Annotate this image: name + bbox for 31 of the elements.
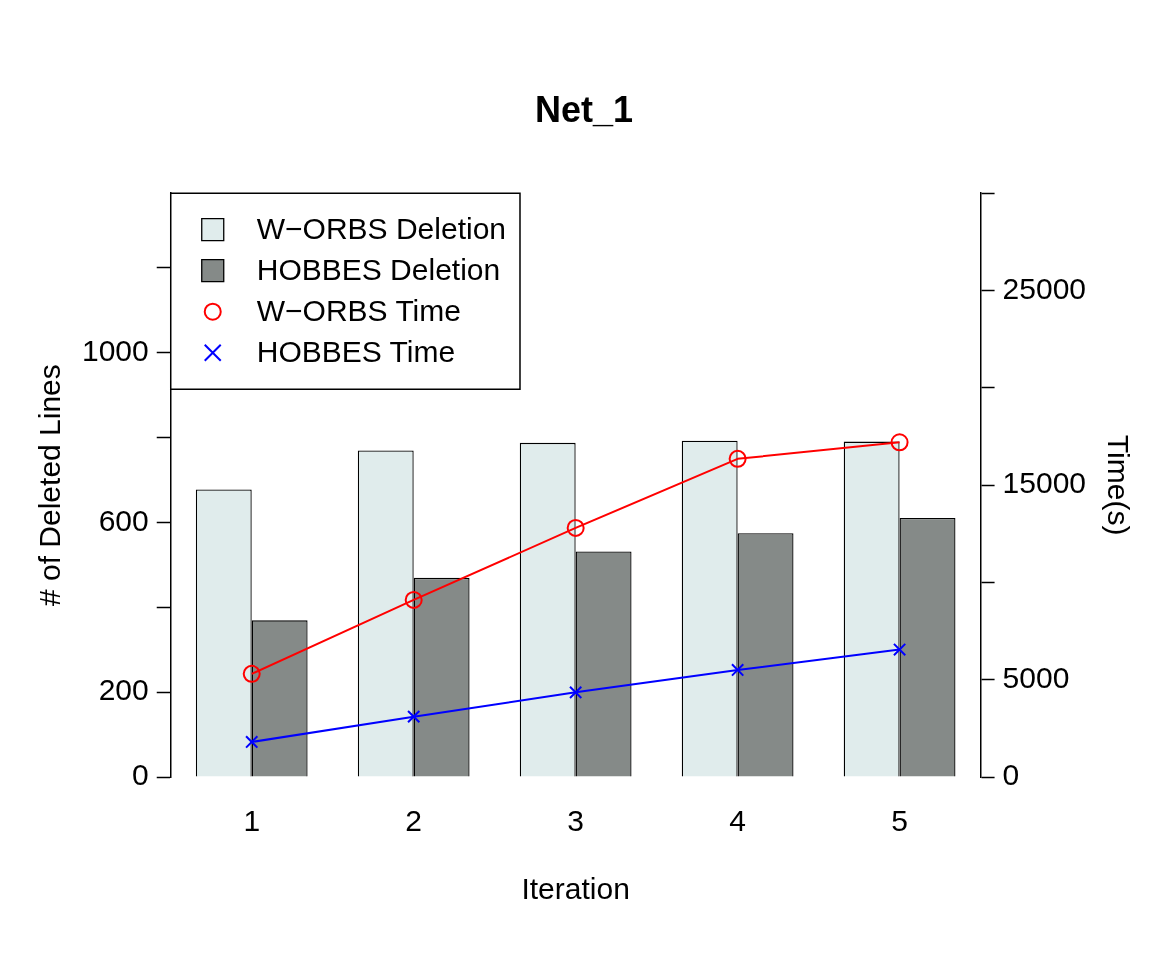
y-tick-label: 0 (132, 758, 149, 792)
point (566, 518, 585, 537)
legend-label: HOBBES Deletion (256, 252, 501, 286)
point (245, 735, 259, 749)
y2-tick-label: 15000 (1002, 466, 1087, 500)
x-axis-title: Iteration (521, 872, 630, 906)
point (728, 449, 747, 468)
legend-label: W−ORBS Time (256, 293, 461, 327)
legend-label: HOBBES Time (256, 334, 456, 368)
x-tick-label: 2 (405, 804, 423, 838)
x-tick-label: 3 (567, 804, 584, 838)
point (890, 433, 909, 452)
y2-tick-label: 0 (1002, 758, 1020, 792)
point (242, 664, 261, 683)
y2-tick-label: 25000 (1002, 271, 1087, 305)
point (569, 685, 583, 700)
x-tick-label: 4 (729, 804, 746, 838)
chart-title: Net_1 (534, 88, 634, 130)
y-tick-label: 1000 (81, 333, 149, 367)
legend-label: W−ORBS Deletion (256, 211, 506, 245)
point (730, 663, 745, 677)
point (892, 642, 907, 657)
y-axis-title: # of Deleted Lines (33, 364, 67, 607)
point (407, 710, 421, 724)
y2-tick-label: 5000 (1002, 660, 1070, 694)
x-tick-label: 1 (243, 804, 261, 838)
x-tick-label: 5 (891, 804, 908, 838)
y-tick-label: 600 (98, 503, 149, 537)
y2-axis-title: Time(s) (1101, 434, 1135, 536)
y-tick-label: 200 (98, 673, 149, 707)
point (404, 590, 423, 609)
